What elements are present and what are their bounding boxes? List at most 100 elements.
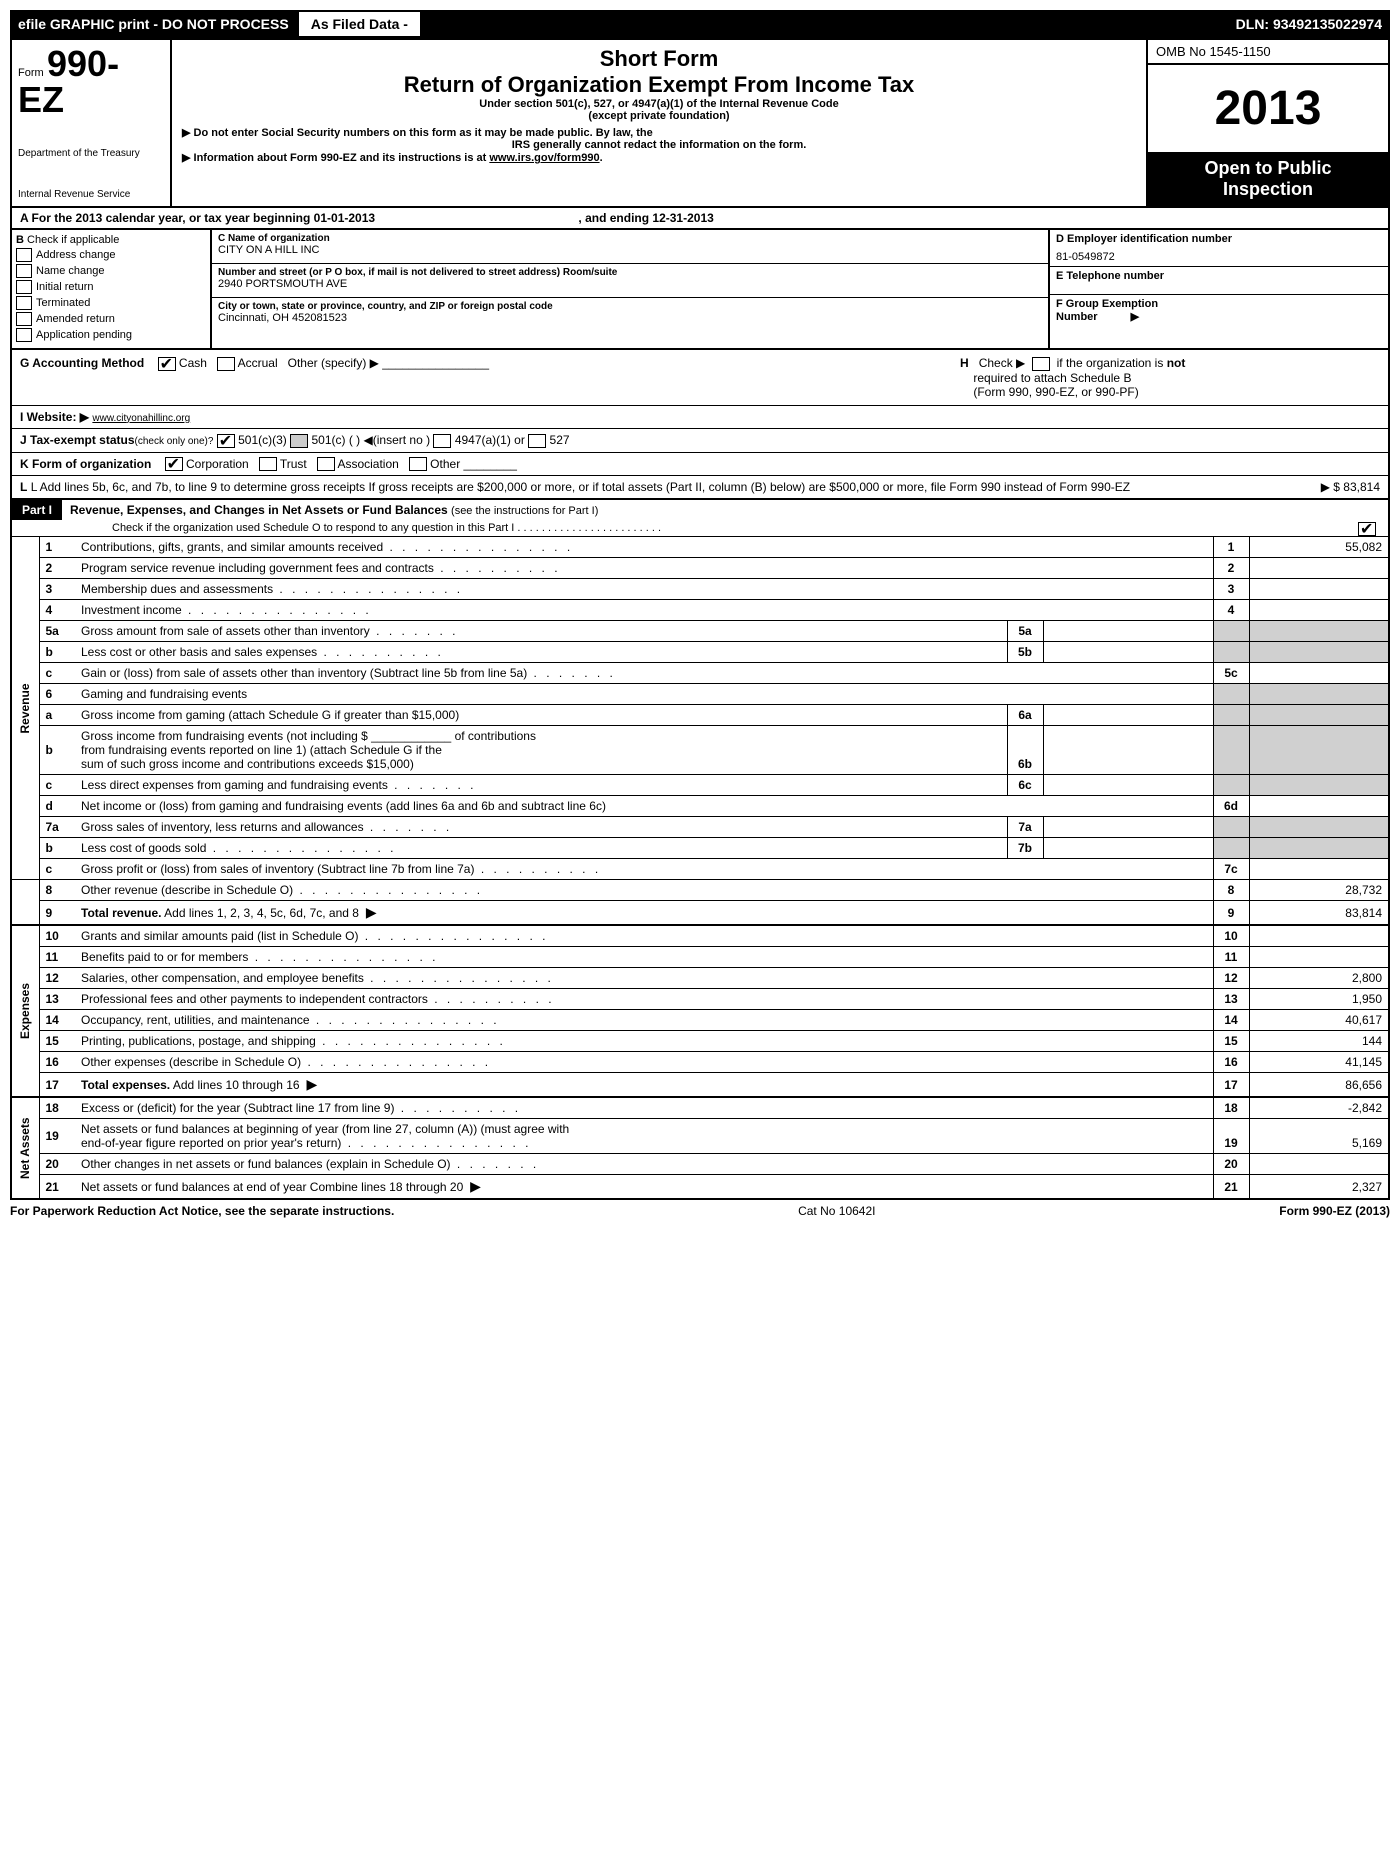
- org-name-label: C Name of organization: [218, 233, 1042, 244]
- val-17: 86,656: [1249, 1073, 1389, 1098]
- section-a-prefix: A For the 2013 calendar year, or tax yea…: [20, 211, 314, 225]
- return-title: Return of Organization Exempt From Incom…: [182, 72, 1136, 98]
- section-j-row: J Tax-exempt status(check only one)? 501…: [10, 429, 1390, 453]
- checkbox-icon: [16, 312, 32, 326]
- short-form-title: Short Form: [182, 46, 1136, 72]
- part1-title: Revenue, Expenses, and Changes in Net As…: [70, 500, 1388, 517]
- vtab-expenses: Expenses: [11, 925, 39, 1097]
- ssn-warning: Do not enter Social Security numbers on …: [182, 126, 1136, 139]
- val-1: 55,082: [1249, 537, 1389, 558]
- cb-schedule-b[interactable]: [1032, 357, 1050, 371]
- group-label: F Group Exemption: [1056, 298, 1158, 310]
- open-to-public: Open to Public Inspection: [1148, 152, 1388, 206]
- section-k-row: K Form of organization Corporation Trust…: [10, 453, 1390, 477]
- line-7c: c Gross profit or (loss) from sales of i…: [11, 859, 1389, 880]
- section-b-d-wrap: B Check if applicable Address change Nam…: [10, 230, 1390, 350]
- line-13: 13 Professional fees and other payments …: [11, 989, 1389, 1010]
- website-label: I Website: ▶: [20, 410, 89, 424]
- checkbox-icon: [16, 328, 32, 342]
- cb-sched-o[interactable]: [1358, 522, 1376, 536]
- cat-no: Cat No 10642I: [394, 1204, 1279, 1218]
- k-label: K Form of organization: [20, 457, 151, 471]
- val-11: [1249, 947, 1389, 968]
- form-title-block: Short Form Return of Organization Exempt…: [172, 40, 1148, 206]
- line-6d: d Net income or (loss) from gaming and f…: [11, 796, 1389, 817]
- val-6a: [1043, 705, 1213, 726]
- cb-accrual[interactable]: [217, 357, 235, 371]
- tax-year: 2013: [1148, 65, 1388, 152]
- val-10: [1249, 925, 1389, 947]
- section-a-row: A For the 2013 calendar year, or tax yea…: [10, 208, 1390, 230]
- cb-assoc[interactable]: [317, 457, 335, 471]
- val-16: 41,145: [1249, 1052, 1389, 1073]
- line-6b: b Gross income from fundraising events (…: [11, 726, 1389, 775]
- section-d-column: D Employer identification number 81-0549…: [1048, 230, 1388, 348]
- cb-501c3[interactable]: [217, 434, 235, 448]
- line-6: 6 Gaming and fundraising events: [11, 684, 1389, 705]
- val-14: 40,617: [1249, 1010, 1389, 1031]
- tel-label: E Telephone number: [1056, 270, 1382, 282]
- part1-table: Revenue 1 Contributions, gifts, grants, …: [10, 537, 1390, 1200]
- ein-label: D Employer identification number: [1056, 233, 1382, 245]
- val-5b: [1043, 642, 1213, 663]
- line-7a: 7a Gross sales of inventory, less return…: [11, 817, 1389, 838]
- line-18: Net Assets 18 Excess or (deficit) for th…: [11, 1097, 1389, 1119]
- val-13: 1,950: [1249, 989, 1389, 1010]
- line-1: Revenue 1 Contributions, gifts, grants, …: [11, 537, 1389, 558]
- j-label: J Tax-exempt status: [20, 433, 135, 447]
- gross-receipts: $ 83,814: [1333, 480, 1380, 494]
- cb-trust[interactable]: [259, 457, 277, 471]
- line-15: 15 Printing, publications, postage, and …: [11, 1031, 1389, 1052]
- cb-501c[interactable]: [290, 434, 308, 448]
- street-label: Number and street (or P O box, if mail i…: [218, 267, 1042, 278]
- val-7c: [1249, 859, 1389, 880]
- val-5c: [1249, 663, 1389, 684]
- h-label: H: [960, 356, 969, 370]
- line-2: 2 Program service revenue including gove…: [11, 558, 1389, 579]
- org-city-row: City or town, state or province, country…: [212, 298, 1048, 332]
- dln: DLN: 93492135022974: [1228, 12, 1390, 36]
- org-street: 2940 PORTSMOUTH AVE: [218, 278, 1042, 290]
- cb-terminated[interactable]: Terminated: [16, 296, 206, 310]
- checkbox-icon: [16, 296, 32, 310]
- section-i-row: I Website: ▶ www.cityonahillinc.org: [10, 406, 1390, 429]
- line-9: 9 Total revenue. Add lines 1, 2, 3, 4, 5…: [11, 901, 1389, 926]
- cb-initial-return[interactable]: Initial return: [16, 280, 206, 294]
- cb-pending[interactable]: Application pending: [16, 328, 206, 342]
- val-6d: [1249, 796, 1389, 817]
- cb-address-change[interactable]: Address change: [16, 248, 206, 262]
- line-11: 11 Benefits paid to or for members 11: [11, 947, 1389, 968]
- part1-label: Part I: [12, 500, 62, 520]
- cb-527[interactable]: [528, 434, 546, 448]
- efile-notice: efile GRAPHIC print - DO NOT PROCESS: [10, 12, 297, 36]
- redact-note: IRS generally cannot redact the informat…: [182, 139, 1136, 151]
- form-prefix: Form: [18, 67, 44, 79]
- val-6c: [1043, 775, 1213, 796]
- val-9: 83,814: [1249, 901, 1389, 926]
- form-number: 990-EZ: [18, 43, 119, 120]
- ein-value: 81-0549872: [1056, 251, 1382, 263]
- info-link-row: Information about Form 990-EZ and its in…: [182, 151, 1136, 164]
- section-c-column: C Name of organization CITY ON A HILL IN…: [212, 230, 1048, 348]
- org-street-row: Number and street (or P O box, if mail i…: [212, 264, 1048, 298]
- city-label: City or town, state or province, country…: [218, 301, 1042, 312]
- val-4: [1249, 600, 1389, 621]
- cb-corp[interactable]: [165, 457, 183, 471]
- line-6a: a Gross income from gaming (attach Sched…: [11, 705, 1389, 726]
- section-g-h: G Accounting Method Cash Accrual Other (…: [10, 350, 1390, 406]
- line-12: 12 Salaries, other compensation, and emp…: [11, 968, 1389, 989]
- cb-4947[interactable]: [433, 434, 451, 448]
- line-7b: b Less cost of goods sold 7b: [11, 838, 1389, 859]
- org-city: Cincinnati, OH 452081523: [218, 312, 1042, 324]
- cb-cash[interactable]: [158, 357, 176, 371]
- sched-o-row: Check if the organization used Schedule …: [10, 520, 1390, 537]
- irs-link[interactable]: www.irs.gov/form990: [489, 152, 599, 164]
- cb-other-org[interactable]: [409, 457, 427, 471]
- vtab-revenue: Revenue: [11, 537, 39, 880]
- form-ref: Form 990-EZ (2013): [1279, 1204, 1390, 1218]
- cb-amended[interactable]: Amended return: [16, 312, 206, 326]
- cb-name-change[interactable]: Name change: [16, 264, 206, 278]
- part1-header: Part I Revenue, Expenses, and Changes in…: [10, 500, 1390, 520]
- website-value[interactable]: www.cityonahillinc.org: [92, 413, 190, 424]
- val-3: [1249, 579, 1389, 600]
